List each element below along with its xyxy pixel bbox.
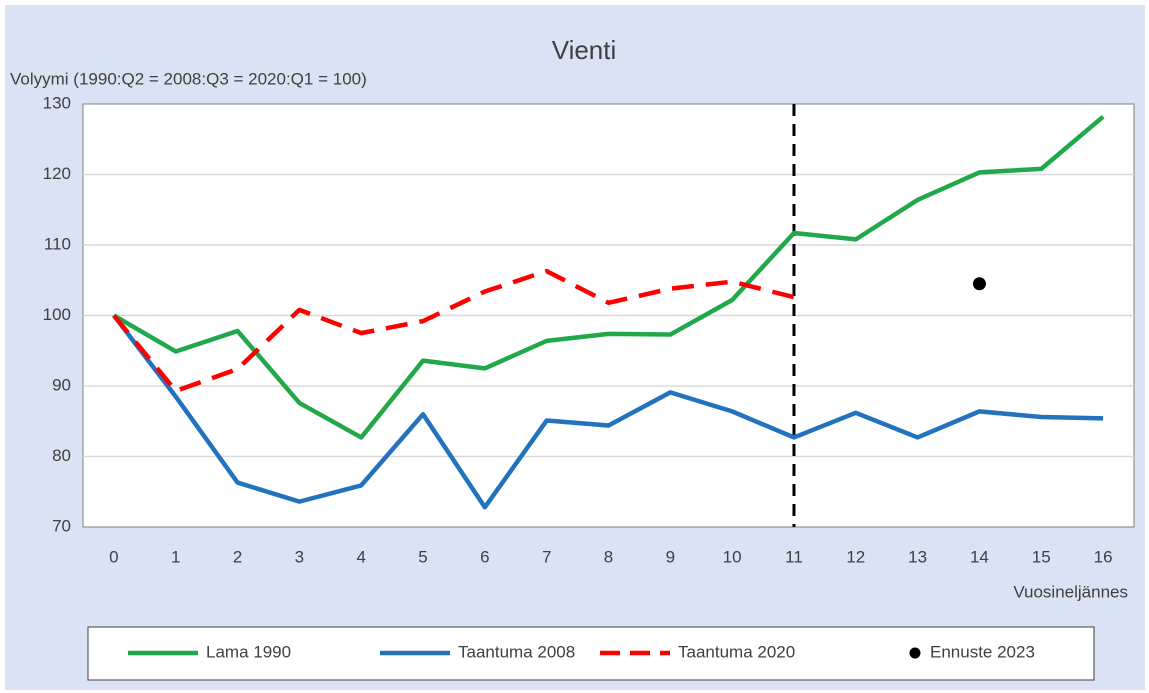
- x-tick-label: 5: [418, 547, 427, 566]
- x-tick-label: 3: [295, 547, 304, 566]
- data-line: [112, 314, 1104, 510]
- y-tick-label: 130: [43, 93, 71, 112]
- y-tick-label: 80: [52, 446, 71, 465]
- y-tick-label: 120: [43, 164, 71, 183]
- x-tick-label: 8: [604, 547, 613, 566]
- y-axis-label: Volyymi (1990:Q2 = 2008:Q3 = 2020:Q1 = 1…: [10, 69, 367, 88]
- y-tick-label: 70: [52, 516, 71, 535]
- x-tick-label: 9: [666, 547, 675, 566]
- chart-title: Vienti: [552, 35, 617, 65]
- data-point: [972, 277, 986, 291]
- x-tick-label: 7: [542, 547, 551, 566]
- legend-label: Ennuste 2023: [930, 642, 1035, 661]
- x-tick-label: 15: [1032, 547, 1051, 566]
- x-tick-label: 2: [233, 547, 242, 566]
- y-tick-label: 90: [52, 375, 71, 394]
- legend-label: Lama 1990: [206, 642, 291, 661]
- x-tick-label: 16: [1094, 547, 1113, 566]
- data-line: [112, 114, 1105, 440]
- y-tick-label: 100: [43, 305, 71, 324]
- x-tick-label: 0: [109, 547, 118, 566]
- x-tick-label: 1: [171, 547, 180, 566]
- legend-marker: [909, 647, 921, 659]
- x-axis-label: Vuosineljännes: [1013, 582, 1128, 601]
- x-tick-label: 6: [480, 547, 489, 566]
- legend-label: Taantuma 2020: [678, 642, 795, 661]
- x-tick-label: 13: [908, 547, 927, 566]
- x-tick-label: 11: [785, 547, 803, 566]
- data-line: [112, 268, 795, 394]
- x-tick-label: 10: [723, 547, 742, 566]
- x-tick-label: 4: [356, 547, 365, 566]
- x-tick-label: 14: [970, 547, 989, 566]
- legend-label: Taantuma 2008: [458, 642, 575, 661]
- legend-box: [87, 626, 1095, 681]
- x-tick-label: 12: [846, 547, 865, 566]
- y-tick-label: 110: [44, 234, 71, 253]
